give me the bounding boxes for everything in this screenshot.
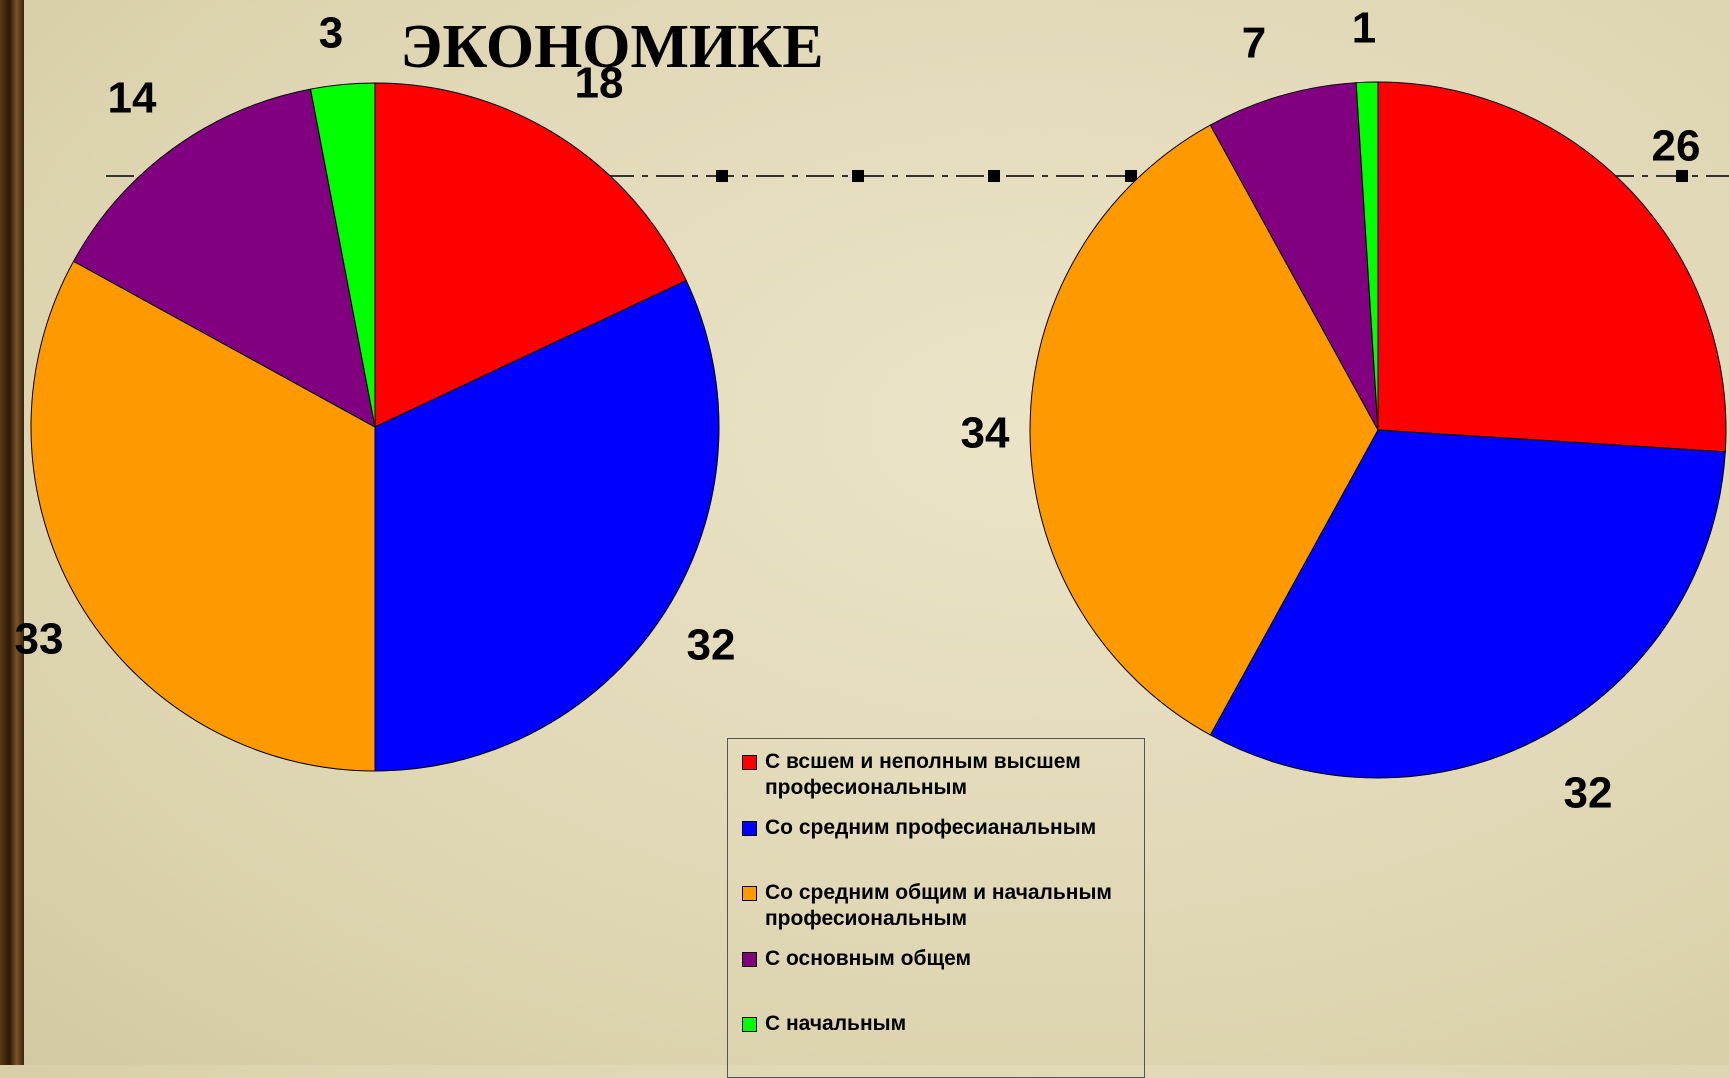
pie-slice (30, 260, 376, 772)
pie-slice (1377, 81, 1727, 453)
legend-entry: С основным общем (742, 946, 1142, 972)
legend-label: С основным общем (765, 947, 972, 970)
data-label: 18 (575, 59, 624, 108)
frame-strip (0, 0, 24, 1065)
data-label: 26 (1652, 122, 1701, 171)
data-label: 7 (1242, 19, 1266, 68)
chart-title: ЭКОНОМИКЕ (400, 13, 823, 81)
data-label: 34 (961, 409, 1010, 458)
data-label: 33 (15, 615, 64, 664)
legend-entry: Со средним общим и начальным професионал… (742, 880, 1142, 932)
legend-swatch (742, 1017, 757, 1032)
pie-slice (1209, 429, 1726, 779)
data-label: 14 (108, 74, 157, 123)
legend-swatch (742, 886, 757, 901)
legend-swatch (742, 755, 757, 770)
legend-entry: Со средним професианальным (742, 815, 1142, 841)
legend-swatch (742, 952, 757, 967)
pie-slice (374, 279, 720, 772)
pie-slice (1355, 81, 1379, 431)
legend-label: Со средним професианальным (765, 816, 1097, 839)
legend: С всшем и неполным высшем професиональны… (727, 738, 1145, 1078)
data-label: 32 (1564, 769, 1613, 818)
data-label: 3 (319, 9, 343, 58)
pie-slice (72, 88, 376, 428)
legend-entry: С начальным (742, 1011, 1142, 1037)
legend-label: Со средним общим и начальным професионал… (765, 881, 1112, 930)
data-label: 1 (1352, 4, 1376, 53)
legend-label: С всшем и неполным высшем професиональны… (765, 750, 1081, 799)
legend-entry: С всшем и неполным высшем професиональны… (742, 749, 1142, 801)
data-label: 32 (687, 621, 736, 670)
pie-slice (309, 82, 376, 428)
pie-slice (1209, 82, 1379, 431)
pie-slice (1029, 124, 1379, 736)
legend-swatch (742, 821, 757, 836)
pie-slice (374, 82, 687, 428)
legend-label: С начальным (765, 1012, 907, 1035)
